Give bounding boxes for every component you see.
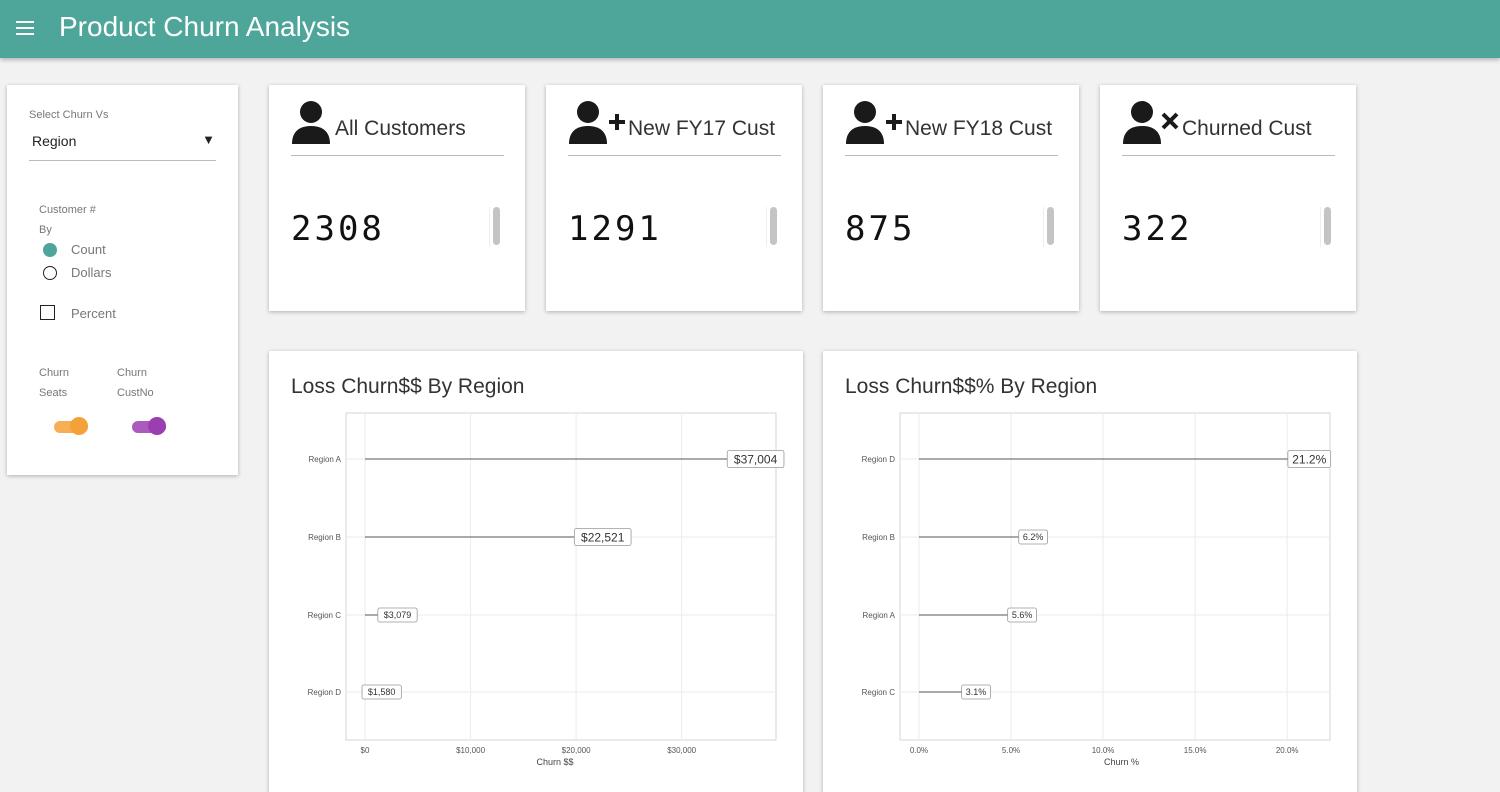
scroll-track: [1320, 207, 1321, 247]
x-tick-label: $30,000: [667, 746, 696, 755]
data-label: $37,004: [734, 452, 778, 466]
churn-vs-select-value: Region: [32, 133, 77, 149]
x-tick-label: $10,000: [456, 746, 485, 755]
by-label: By: [39, 224, 52, 236]
kpi-card-header: All Customers: [291, 97, 504, 156]
data-label-box: [1007, 607, 1037, 623]
caret-down-icon: ▼: [202, 132, 215, 147]
kpi-scrollbar[interactable]: [1047, 207, 1054, 245]
data-label-box: [361, 684, 402, 700]
churn-seats-toggle[interactable]: [54, 417, 88, 435]
category-label: Region A: [309, 455, 342, 464]
category-label: Region D: [308, 688, 342, 697]
category-label: Region A: [863, 611, 896, 620]
x-axis-label: Churn %: [1104, 757, 1139, 767]
x-tick-label: $0: [361, 746, 370, 755]
kpi-title: Churned Cust: [1182, 117, 1312, 140]
chart-card-loss-churn-percent: Loss Churn$$% By Region 0.0% 5.0% 10.0% 15.…: [823, 351, 1357, 792]
kpi-scrollbar[interactable]: [1324, 207, 1331, 245]
data-label: 3.1%: [966, 687, 987, 697]
person-add-icon: [846, 101, 902, 144]
kpi-value: 1291: [568, 209, 662, 249]
kpi-card-churned: Churned Cust 322: [1100, 85, 1356, 311]
kpi-card-header: New FY17 Cust: [568, 97, 781, 156]
kpi-value: 875: [845, 209, 916, 249]
data-label-box: [1018, 529, 1048, 545]
data-label-box: [573, 528, 632, 546]
percent-checkbox[interactable]: [40, 305, 55, 320]
hamburger-menu-icon[interactable]: [16, 21, 34, 35]
kpi-value: 322: [1122, 209, 1193, 249]
data-label: 5.6%: [1012, 610, 1033, 620]
person-icon: [292, 101, 330, 144]
loss-churn-dollars-chart: $0 $10,000 $20,000 $30,000 Churn $$ Region A $…: [308, 412, 785, 767]
category-label: Region C: [862, 688, 896, 697]
data-label: $1,580: [368, 687, 396, 697]
radio-dollars-dot[interactable]: [43, 266, 57, 280]
data-label: $22,521: [581, 530, 625, 544]
data-label-box: [1287, 450, 1332, 468]
x-tick-label: 20.0%: [1276, 746, 1299, 755]
x-tick-label: 5.0%: [1002, 746, 1020, 755]
data-label: 6.2%: [1023, 532, 1044, 542]
x-tick-label: 15.0%: [1184, 746, 1207, 755]
radio-dollars-label: Dollars: [71, 265, 112, 280]
chart-card-loss-churn-dollars: Loss Churn$$ By Region $0 $10,000 $20,000 $…: [269, 351, 803, 792]
loss-churn-percent-chart: 0.0% 5.0% 10.0% 15.0% 20.0% Churn % Region D 21…: [862, 412, 1332, 767]
x-axis-label: Churn $$: [536, 757, 573, 767]
plot-panel: [345, 412, 777, 741]
x-tick-label: 10.0%: [1092, 746, 1115, 755]
kpi-card-all-customers: All Customers 2308: [269, 85, 525, 311]
toggle-seats-label-line1: Churn: [39, 367, 69, 379]
app-title: Product Churn Analysis: [59, 11, 351, 42]
category-label: Region C: [308, 611, 342, 620]
kpi-title: New FY17 Cust: [628, 117, 776, 140]
app-bar: Product Churn Analysis: [0, 0, 1500, 58]
churn-vs-select[interactable]: Region ▼: [29, 129, 216, 161]
data-label: $3,079: [384, 610, 412, 620]
sidebar-controls: Select Churn Vs Region ▼ Customer # By C…: [7, 85, 238, 475]
scroll-track: [1043, 207, 1044, 247]
data-label: 21.2%: [1292, 452, 1326, 466]
kpi-card-new-fy17: New FY17 Cust 1291: [546, 85, 802, 311]
toggle-custno-label-line2: CustNo: [117, 387, 154, 399]
scroll-track: [766, 207, 767, 247]
data-label-box: [726, 450, 785, 468]
kpi-title: New FY18 Cust: [905, 117, 1053, 140]
radio-count-label: Count: [71, 242, 106, 257]
kpi-title: All Customers: [335, 117, 466, 140]
x-tick-label: 0.0%: [910, 746, 928, 755]
category-label: Region B: [862, 533, 895, 542]
radio-count-dot[interactable]: [43, 243, 57, 257]
data-label-box: [961, 684, 991, 700]
scroll-track: [489, 207, 490, 247]
customer-label: Customer #: [39, 204, 96, 216]
x-tick-label: $20,000: [562, 746, 591, 755]
kpi-card-new-fy18: New FY18 Cust 875: [823, 85, 1079, 311]
chart-title: Loss Churn$$% By Region: [845, 375, 1098, 398]
kpi-scrollbar[interactable]: [493, 207, 500, 245]
kpi-card-header: New FY18 Cust: [845, 97, 1058, 156]
person-remove-icon: [1123, 101, 1179, 144]
data-label-box: [377, 607, 418, 623]
select-churn-label: Select Churn Vs: [29, 109, 109, 121]
kpi-card-header: Churned Cust: [1122, 97, 1335, 156]
toggle-seats-label-line2: Seats: [39, 387, 68, 399]
kpi-scrollbar[interactable]: [770, 207, 777, 245]
toggle-custno-label-line1: Churn: [117, 367, 147, 379]
churn-custno-toggle[interactable]: [132, 417, 166, 435]
category-label: Region D: [862, 455, 896, 464]
person-add-icon: [569, 101, 625, 144]
kpi-value: 2308: [291, 209, 385, 249]
percent-label: Percent: [71, 306, 116, 321]
category-label: Region B: [308, 533, 341, 542]
chart-title: Loss Churn$$ By Region: [291, 375, 525, 398]
